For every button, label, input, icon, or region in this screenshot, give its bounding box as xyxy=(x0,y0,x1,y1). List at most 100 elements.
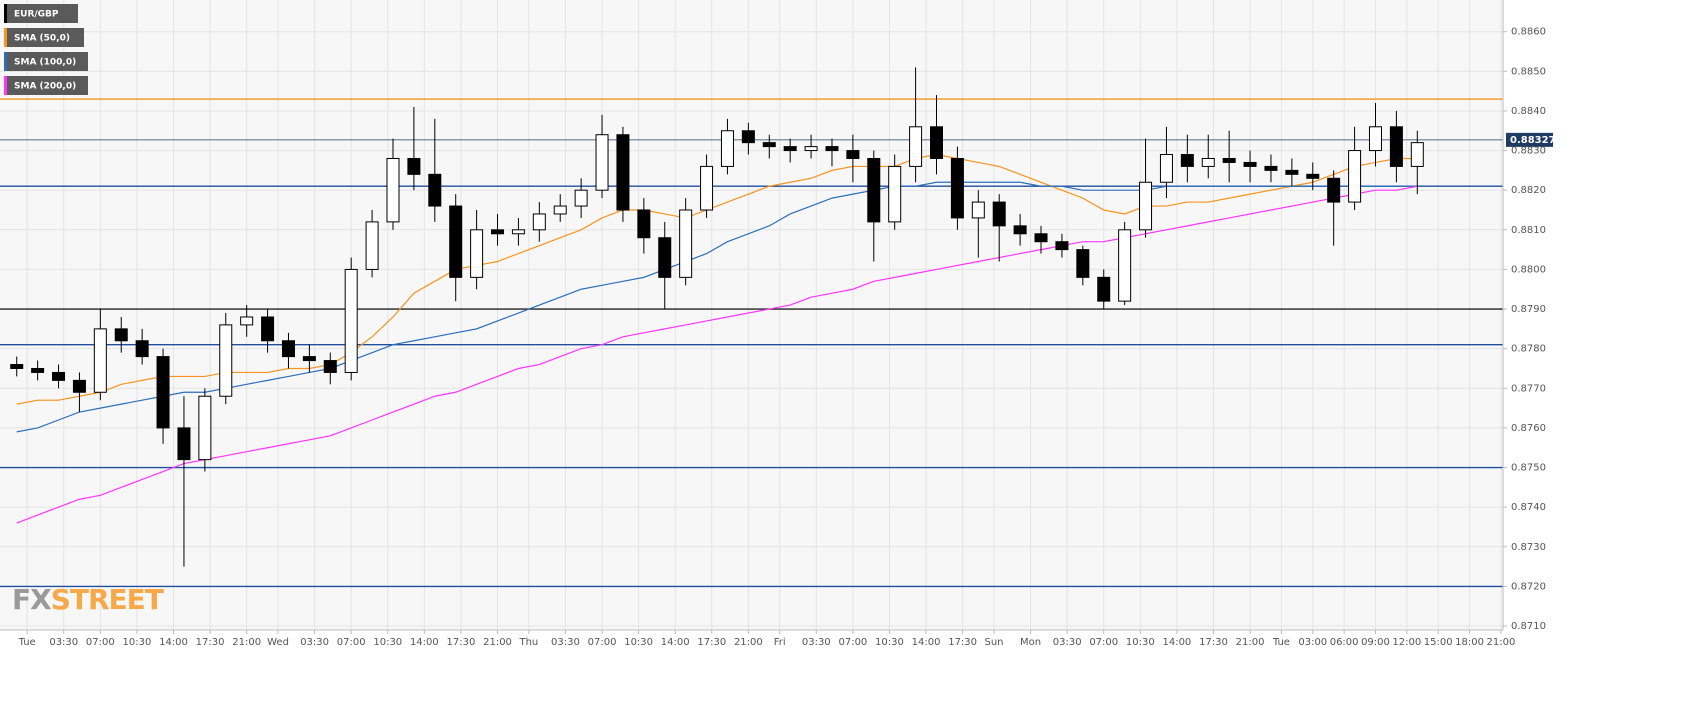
x-tick-label: 03:30 xyxy=(1053,637,1082,648)
y-tick-label: 0.8770 xyxy=(1511,383,1546,394)
watermark-street: STREET xyxy=(51,583,164,616)
y-tick-label: 0.8750 xyxy=(1511,463,1546,474)
candle-body xyxy=(971,201,985,219)
x-tick-label: 03:30 xyxy=(551,637,580,648)
legend-box xyxy=(4,76,88,95)
x-tick-label: Tue xyxy=(18,637,36,648)
candle-body xyxy=(741,130,755,144)
candle-body xyxy=(114,328,128,342)
candle-body xyxy=(700,165,714,211)
candle-body xyxy=(1264,165,1278,171)
candle-body xyxy=(302,356,316,362)
candle-body xyxy=(10,364,24,369)
candle-body xyxy=(909,126,923,167)
x-tick-label: 07:00 xyxy=(337,637,366,648)
y-tick-label: 0.8790 xyxy=(1511,304,1546,315)
legend-swatch xyxy=(4,76,7,95)
legend-box xyxy=(4,4,78,23)
candle-body xyxy=(679,209,693,278)
y-tick-label: 0.8820 xyxy=(1511,185,1546,196)
candle-body xyxy=(135,340,149,358)
x-tick-label: 12:00 xyxy=(1392,637,1421,648)
x-tick-label: 03:30 xyxy=(802,637,831,648)
x-tick-label: 07:00 xyxy=(86,637,115,648)
x-tick-label: 06:00 xyxy=(1330,637,1359,648)
candle-body xyxy=(1410,142,1424,167)
x-tick-label: 21:00 xyxy=(483,637,512,648)
x-tick-label: 15:00 xyxy=(1424,637,1453,648)
x-tick-label: 09:00 xyxy=(1361,637,1390,648)
x-tick-label: 14:00 xyxy=(1162,637,1191,648)
legend-swatch xyxy=(4,28,7,47)
candle-body xyxy=(1243,161,1257,167)
x-tick-label: 14:00 xyxy=(912,637,941,648)
candle-body xyxy=(1139,181,1153,231)
x-tick-label: 17:30 xyxy=(948,637,977,648)
x-tick-label: 10:30 xyxy=(123,637,152,648)
candle-body xyxy=(344,268,358,373)
candle-body xyxy=(323,360,337,373)
y-tick-label: 0.8740 xyxy=(1511,502,1546,513)
y-tick-label: 0.8780 xyxy=(1511,344,1546,355)
sma-lines xyxy=(16,153,1418,524)
x-tick-label: Fri xyxy=(774,637,786,648)
candle-body xyxy=(449,205,463,278)
candle-body xyxy=(1201,157,1215,167)
sma-line xyxy=(16,153,1418,405)
x-tick-label: Mon xyxy=(1020,637,1041,648)
candle-body xyxy=(156,356,170,429)
sma-line xyxy=(16,181,1418,433)
candle-body xyxy=(1306,173,1320,179)
x-tick-label: Wed xyxy=(267,637,289,648)
legend-swatch xyxy=(4,4,7,23)
candle-body xyxy=(1118,229,1132,302)
legend-swatch xyxy=(4,52,7,71)
candle-body xyxy=(867,157,881,223)
candle-body xyxy=(1180,154,1194,167)
x-tick-label: 21:00 xyxy=(1236,637,1265,648)
x-tick-label: 17:30 xyxy=(1199,637,1228,648)
candle-body xyxy=(804,146,818,152)
x-tick-label: 03:30 xyxy=(300,637,329,648)
candle-body xyxy=(1076,249,1090,278)
candle-body xyxy=(616,134,630,211)
y-tick-label: 0.8800 xyxy=(1511,264,1546,275)
legend-box xyxy=(4,52,88,71)
candle-body xyxy=(1285,169,1299,175)
candle-body xyxy=(1097,276,1111,302)
x-tick-label: 03:00 xyxy=(1298,637,1327,648)
candles xyxy=(10,67,1424,567)
candle-body xyxy=(470,229,484,278)
x-tick-label: Thu xyxy=(518,637,538,648)
x-tick-label: 17:30 xyxy=(697,637,726,648)
last-price-label: 0.88327 xyxy=(1510,135,1556,146)
legend-label: SMA (50,0) xyxy=(14,34,70,44)
y-tick-label: 0.8840 xyxy=(1511,106,1546,117)
axes: 0.8710 0.8720 0.8730 0.8740 0.8750 0.8760 0.87… xyxy=(18,27,1556,648)
x-tick-label: 07:00 xyxy=(838,637,867,648)
candle-body xyxy=(825,146,839,152)
y-tick-label: 0.8850 xyxy=(1511,66,1546,77)
x-tick-label: Sun xyxy=(984,637,1003,648)
y-tick-label: 0.8760 xyxy=(1511,423,1546,434)
candle-body xyxy=(72,379,86,393)
candle-body xyxy=(846,150,860,159)
y-tick-label: 0.8860 xyxy=(1511,27,1546,38)
watermark: FXSTREET xyxy=(12,583,164,616)
candle-body xyxy=(31,367,45,373)
legend-label: SMA (200,0) xyxy=(14,82,76,92)
candle-body xyxy=(407,157,421,175)
watermark-fx: FX xyxy=(12,583,52,616)
candle-body xyxy=(762,142,776,148)
x-tick-label: 10:30 xyxy=(373,637,402,648)
y-tick-label: 0.8810 xyxy=(1511,225,1546,236)
candle-body xyxy=(491,229,505,235)
x-tick-label: 10:30 xyxy=(875,637,904,648)
candle-body xyxy=(52,371,66,381)
legend: EUR/GBP SMA (50,0) SMA (100,0) SMA (200,0) xyxy=(4,4,88,95)
candle-body xyxy=(1348,150,1362,203)
candle-body xyxy=(574,189,588,207)
last-price-tag xyxy=(1506,132,1553,147)
candle-body xyxy=(1055,241,1069,251)
x-tick-label: 17:30 xyxy=(447,637,476,648)
